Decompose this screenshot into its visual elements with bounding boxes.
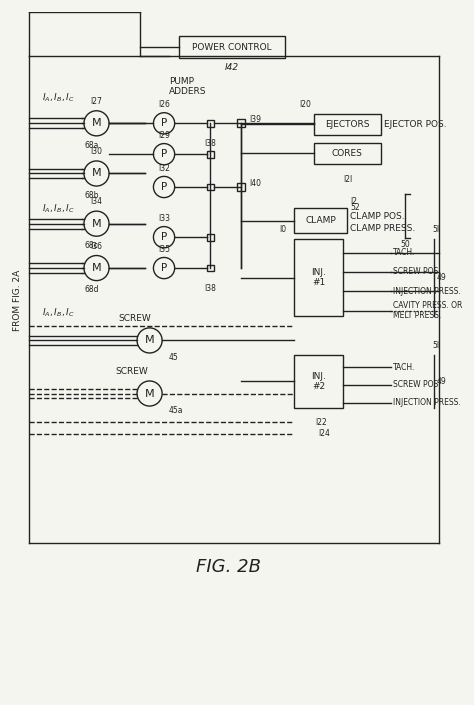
Text: EJECTORS: EJECTORS [325,120,370,129]
Text: I30: I30 [91,147,102,156]
Text: 68d: 68d [84,286,99,295]
Text: $I_A, I_B, I_C$: $I_A, I_B, I_C$ [42,92,74,104]
Text: POWER CONTROL: POWER CONTROL [192,42,272,51]
Text: I20: I20 [299,100,311,109]
Text: 68b: 68b [84,191,99,200]
Text: SCREW: SCREW [116,367,148,376]
Text: 49: 49 [436,377,446,386]
Text: CORES: CORES [332,149,363,158]
Text: I40: I40 [249,178,261,188]
Text: FIG. 2B: FIG. 2B [196,558,261,576]
Text: P: P [161,182,167,192]
Bar [207,183,214,190]
Text: INJ.
#2: INJ. #2 [311,372,326,391]
Text: M: M [91,263,101,273]
Text: INJECTION PRESS.: INJECTION PRESS. [393,398,461,407]
Text: I36: I36 [91,242,102,251]
Text: I29: I29 [158,130,170,140]
Bar [207,151,214,158]
Text: $I_A, I_B, I_C$: $I_A, I_B, I_C$ [42,307,74,319]
Bar [294,208,347,233]
Text: SCREW POS.: SCREW POS. [393,381,440,389]
Text: I38: I38 [204,139,216,148]
Text: I39: I39 [249,115,261,124]
Bar [294,355,343,408]
Text: 45a: 45a [169,406,183,415]
Text: I33: I33 [158,214,170,223]
Text: INJ.
#1: INJ. #1 [311,268,326,288]
Text: EJECTOR POS.: EJECTOR POS. [384,120,447,129]
Text: TACH.: TACH. [393,363,415,372]
Text: 45: 45 [169,353,179,362]
Text: 52: 52 [350,203,360,212]
Text: 5I: 5I [432,226,439,234]
Bar [207,234,214,240]
Text: I32: I32 [158,164,170,173]
Bar [237,119,245,127]
Text: P: P [161,118,167,128]
Text: I26: I26 [158,100,170,109]
Bar [207,264,214,271]
Text: 68c: 68c [85,241,99,250]
Text: M: M [145,336,155,345]
Text: CAVITY PRESS. OR
MELT PRESS.: CAVITY PRESS. OR MELT PRESS. [393,301,462,320]
Text: 50: 50 [401,240,410,250]
Text: 49: 49 [436,274,446,282]
Text: FROM FIG. 2A: FROM FIG. 2A [13,269,22,331]
Text: P: P [161,263,167,273]
Text: P: P [161,149,167,159]
Text: INJECTION PRESS.: INJECTION PRESS. [393,287,461,295]
Text: 68a: 68a [84,141,99,149]
Text: I2I: I2I [343,176,352,185]
Text: PUMP
ADDERS: PUMP ADDERS [169,77,206,97]
Text: I35: I35 [158,245,170,254]
Bar [207,120,214,127]
Bar [314,114,381,135]
Text: M: M [91,118,101,128]
Text: M: M [91,219,101,228]
Text: CLAMP PRESS.: CLAMP PRESS. [350,224,416,233]
Bar [314,142,381,164]
Bar [294,239,343,317]
Text: P: P [161,232,167,243]
Text: I27: I27 [91,97,102,106]
Text: M: M [145,388,155,398]
Text: I0: I0 [279,226,286,234]
Text: CLAMP: CLAMP [305,216,336,226]
Text: I22: I22 [316,417,328,427]
Text: M: M [91,168,101,178]
Text: I34: I34 [91,197,102,207]
Text: I42: I42 [225,63,238,72]
Text: TACH.: TACH. [393,248,415,257]
Text: I24: I24 [319,429,330,439]
Text: CLAMP POS.: CLAMP POS. [350,212,405,221]
Text: SCREW POS.: SCREW POS. [393,267,440,276]
Text: I2: I2 [350,197,357,207]
Text: I38: I38 [204,283,216,293]
Text: SCREW: SCREW [118,314,152,323]
Bar [179,37,285,58]
Bar [237,183,245,191]
Text: 5I: 5I [432,341,439,350]
Text: $I_A, I_B, I_C$: $I_A, I_B, I_C$ [42,202,74,215]
